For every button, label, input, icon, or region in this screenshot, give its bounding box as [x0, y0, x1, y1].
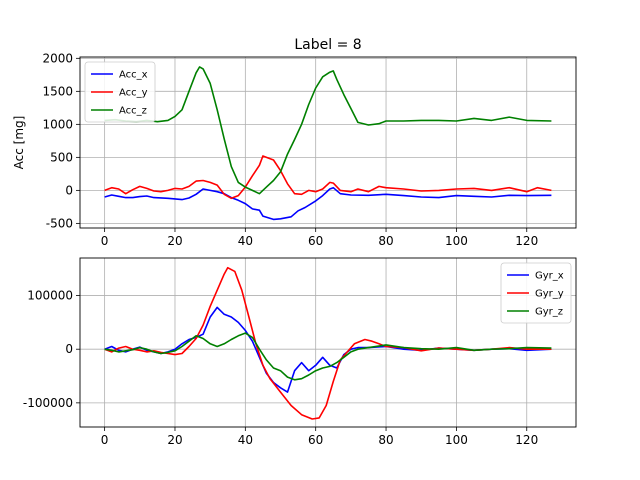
series-line-gyr-z [104, 332, 552, 381]
x-tick-label: 100 [445, 234, 468, 248]
axes-frame [79, 257, 577, 428]
chart-title: Label = 8 [294, 37, 361, 53]
axes-frame [79, 56, 577, 229]
x-tick-label: 40 [238, 234, 253, 248]
x-tick-label: 120 [515, 234, 538, 248]
x-tick-label: 120 [515, 433, 538, 447]
x-tick-label: 20 [167, 433, 182, 447]
y-tick-label: 100000 [27, 289, 73, 303]
legend-label: Acc_x [119, 70, 148, 81]
legend-box [84, 61, 156, 123]
series-line-acc-x [104, 186, 552, 221]
x-tick-label: 60 [308, 234, 323, 248]
y-tick-label: 0 [65, 342, 73, 356]
x-tick-label: 0 [101, 234, 109, 248]
acc-panel: 0 20 40 60 80 100 120 -500 0 500 1000 1500 2000 Acc [… [12, 51, 577, 248]
y-tick-label: -100000 [23, 396, 73, 410]
legend-label: Gyr_y [535, 289, 564, 300]
x-tick-label: 40 [238, 433, 253, 447]
x-tick-label: 20 [167, 234, 182, 248]
x-tick-label: 100 [445, 433, 468, 447]
gyr-panel: 0 20 40 60 80 100 120-1000000100000Gyr_xGyr_yG… [23, 257, 577, 447]
y-tick-label: 1500 [42, 84, 73, 98]
y-axis-label: Acc [mg] [12, 116, 26, 170]
y-tick-label: 0 [65, 183, 73, 197]
legend-box [500, 262, 572, 324]
legend-label: Gyr_z [535, 307, 563, 318]
x-tick-label: 80 [378, 433, 393, 447]
y-tick-label: 2000 [42, 51, 73, 65]
legend: Acc_x Acc_y Acc_z [84, 61, 156, 123]
series-line-acc-z [104, 66, 552, 195]
x-tick-label: 80 [378, 234, 393, 248]
series-line-acc-y [104, 155, 552, 200]
y-tick-label: 500 [50, 150, 73, 164]
legend-label: Acc_z [119, 106, 147, 117]
x-tick-label: 60 [308, 433, 323, 447]
legend-label: Acc_y [119, 88, 148, 99]
y-tick-label: 1000 [42, 117, 73, 131]
x-tick-label: 0 [101, 433, 109, 447]
legend: Gyr_x Gyr_y Gyr_z [500, 262, 572, 324]
y-tick-label: -500 [46, 216, 73, 230]
legend-label: Gyr_x [535, 271, 564, 282]
